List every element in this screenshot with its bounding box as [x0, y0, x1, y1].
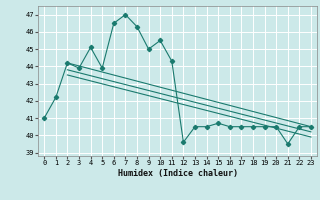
X-axis label: Humidex (Indice chaleur): Humidex (Indice chaleur): [118, 169, 238, 178]
